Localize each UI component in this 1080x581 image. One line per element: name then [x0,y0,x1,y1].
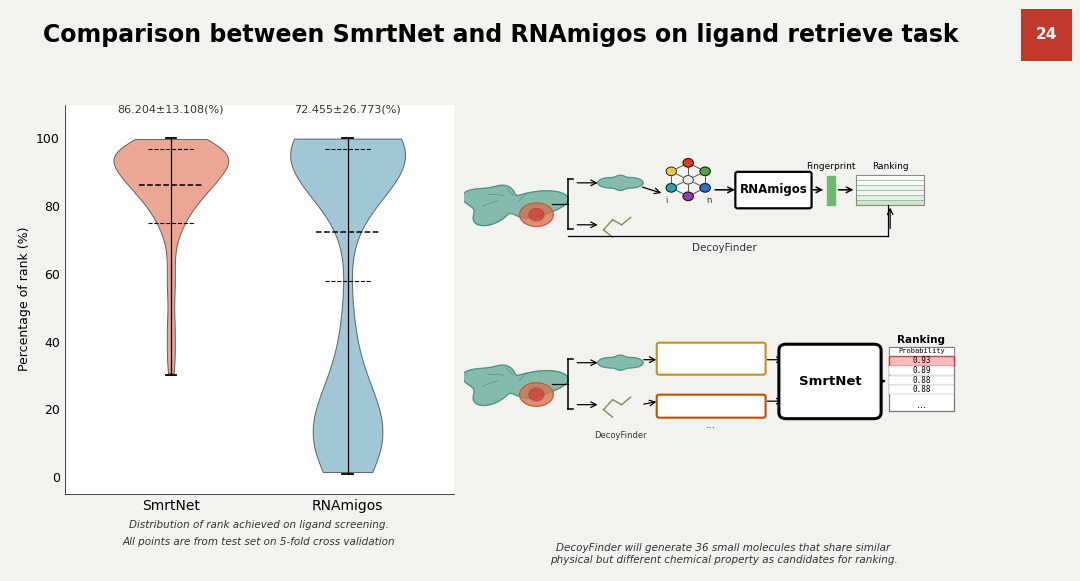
Bar [889,347,955,411]
Text: Fingerprint: Fingerprint [807,162,856,171]
Text: 0.93: 0.93 [913,357,931,365]
Circle shape [683,192,693,200]
FancyBboxPatch shape [657,343,766,375]
Text: DecoyFinder: DecoyFinder [594,431,647,440]
Text: n: n [706,196,712,205]
Text: ): ) [751,401,755,411]
Text: …: … [726,347,730,357]
Text: All points are from test set on 5-fold cross validation: All points are from test set on 5-fold c… [123,537,395,547]
Text: ...: ... [706,420,716,430]
Text: U: U [681,347,687,357]
Text: c: c [713,401,717,411]
Text: Distribution of rank achieved on ligand screening.: Distribution of rank achieved on ligand … [130,520,389,530]
Text: RNAmigos: RNAmigos [740,184,808,196]
Text: 1: 1 [724,401,728,411]
Circle shape [666,167,676,175]
Text: C: C [743,347,748,357]
Text: C: C [707,347,713,357]
Text: U: U [664,347,669,357]
Bar [856,185,924,190]
Bar [856,175,924,180]
Text: (: ( [670,401,674,411]
Polygon shape [597,175,644,191]
Text: (: ( [734,401,739,411]
Polygon shape [519,203,553,227]
Circle shape [700,167,711,175]
Bar [856,200,924,205]
Text: G: G [673,347,678,357]
Bar [827,176,835,205]
Text: Probability: Probability [899,349,945,354]
Circle shape [700,184,711,192]
Bar [889,385,955,394]
Circle shape [683,175,693,184]
Y-axis label: Percentage of rank (%): Percentage of rank (%) [17,227,30,371]
Text: DecoyFinder will generate 36 small molecules that share similar
physical but dif: DecoyFinder will generate 36 small molec… [550,543,897,565]
Text: Ranking: Ranking [897,335,945,345]
Circle shape [683,159,693,167]
Bar [889,376,955,385]
Text: O: O [680,401,685,411]
Text: ...: ... [917,400,927,410]
Text: C: C [717,347,721,357]
Text: =: = [675,401,679,411]
Polygon shape [519,383,553,406]
Bar [856,195,924,200]
Bar [856,190,924,195]
Bar [889,347,955,356]
Text: Ranking: Ranking [873,162,909,171]
Text: 0.88: 0.88 [913,376,931,385]
Text: 86.204±13.108(%): 86.204±13.108(%) [118,105,224,114]
Text: C: C [664,401,669,411]
Bar [889,356,955,365]
Text: A: A [752,347,757,357]
Text: C: C [699,347,704,357]
FancyBboxPatch shape [735,172,811,209]
Text: C: C [729,401,733,411]
Circle shape [529,388,544,401]
Bar [889,366,955,375]
Text: O: O [745,401,750,411]
Polygon shape [462,185,568,225]
Polygon shape [462,365,568,406]
Text: c: c [697,401,701,411]
Polygon shape [597,355,644,370]
Text: SmrtNet: SmrtNet [799,375,862,388]
Text: Comparison between SmrtNet and RNAmigos on ligand retrieve task: Comparison between SmrtNet and RNAmigos … [43,23,959,47]
Bar [856,175,924,205]
Text: c: c [707,401,712,411]
Text: i: i [665,196,667,205]
Text: A: A [734,347,739,357]
FancyBboxPatch shape [657,394,766,418]
Text: 0.89: 0.89 [913,366,931,375]
FancyBboxPatch shape [779,344,881,419]
Text: 72.455±26.773(%): 72.455±26.773(%) [294,105,401,114]
Text: 1: 1 [702,401,706,411]
Text: O: O [691,401,696,411]
Text: O: O [756,401,760,411]
Text: 24: 24 [1036,27,1057,42]
Text: 0.88: 0.88 [913,385,931,394]
Text: ( ( . ( ( .... ) ): ( ( . ( ( .... ) ) [664,359,752,368]
Text: DecoyFinder: DecoyFinder [692,243,757,253]
Circle shape [529,209,544,221]
Bar [856,180,924,185]
Circle shape [666,184,676,192]
Text: ): ) [686,401,690,411]
Text: =: = [740,401,744,411]
Text: C: C [690,347,696,357]
Text: c: c [718,401,723,411]
